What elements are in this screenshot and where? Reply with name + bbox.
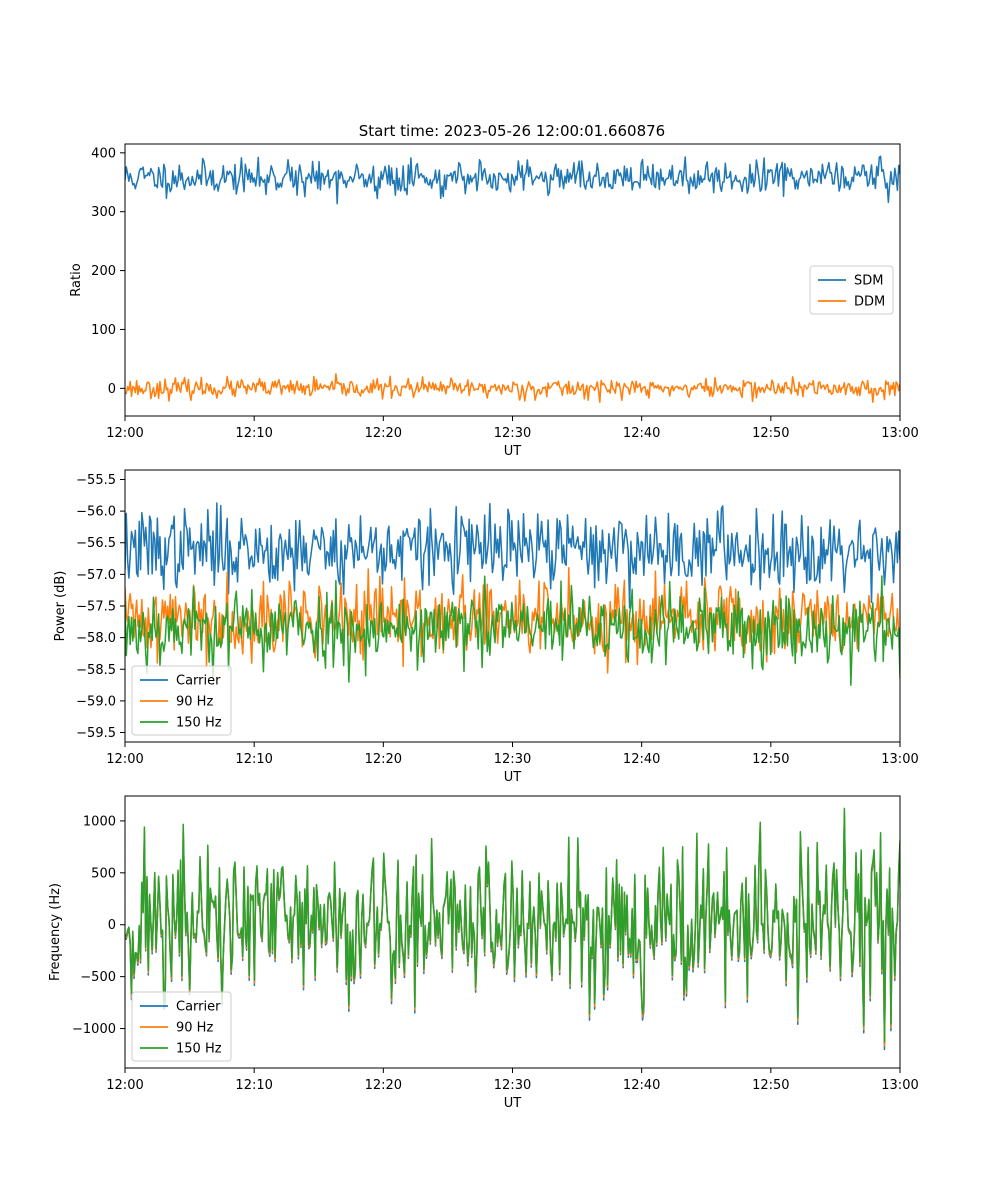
- series-line-ddm: [125, 373, 900, 404]
- x-tick-label: 13:00: [881, 1078, 918, 1093]
- ratio-series-lines: [125, 155, 900, 404]
- power-y-axis-label: Power (dB): [53, 571, 68, 642]
- series-line-sdm: [125, 155, 900, 205]
- legend-label: 90 Hz: [176, 695, 213, 710]
- x-tick-label: 12:00: [106, 1078, 143, 1093]
- ratio-x-axis-label: UT: [504, 444, 522, 459]
- y-tick-label: −59.0: [76, 694, 116, 709]
- power-panel: 12:00 12:10 12:20 12:30 12:40 12:50 13:00 −59.…: [53, 469, 919, 785]
- legend-box: [809, 265, 894, 315]
- y-tick-label: −500: [80, 970, 116, 985]
- y-tick-label: −56.0: [76, 505, 116, 520]
- x-tick-label: 12:50: [752, 426, 789, 441]
- y-tick-label: −56.5: [76, 536, 116, 551]
- y-tick-label: 100: [91, 323, 116, 338]
- power-y-ticks: −59.5 −59.0 −58.5 −58.0 −57.5 −57.0 −56.5 −56.0…: [76, 473, 125, 741]
- y-tick-label: 0: [108, 918, 116, 933]
- series-line-carrier: [125, 502, 900, 609]
- y-tick-label: 200: [91, 264, 116, 279]
- x-tick-label: 12:30: [494, 426, 531, 441]
- legend-label: SDM: [854, 274, 883, 289]
- x-tick-label: 12:10: [235, 426, 272, 441]
- x-tick-label: 12:40: [623, 1078, 660, 1093]
- series-line-150-hz: [125, 807, 900, 1043]
- y-tick-label: −1000: [72, 1022, 116, 1037]
- y-tick-label: −58.5: [76, 663, 116, 678]
- x-tick-label: 13:00: [881, 426, 918, 441]
- x-tick-label: 12:30: [494, 1078, 531, 1093]
- ratio-y-axis-label: Ratio: [69, 263, 84, 296]
- ratio-x-ticks: 12:00 12:10 12:20 12:30 12:40 12:50 13:00: [106, 416, 919, 441]
- power-x-axis-label: UT: [504, 770, 522, 785]
- frequency-x-ticks: 12:00 12:10 12:20 12:30 12:40 12:50 13:00: [106, 1068, 919, 1093]
- power-legend: Carrier 90 Hz 150 Hz: [131, 665, 232, 736]
- frequency-series-lines: [125, 807, 900, 1051]
- x-tick-label: 12:40: [623, 752, 660, 767]
- legend-label: Carrier: [176, 674, 221, 689]
- y-tick-label: 1000: [83, 814, 116, 829]
- x-tick-label: 12:00: [106, 752, 143, 767]
- power-x-ticks: 12:00 12:10 12:20 12:30 12:40 12:50 13:00: [106, 742, 919, 767]
- x-tick-label: 12:20: [365, 1078, 402, 1093]
- y-tick-label: −57.0: [76, 568, 116, 583]
- x-tick-label: 12:50: [752, 1078, 789, 1093]
- power-series-lines: [125, 502, 900, 686]
- legend-label: Carrier: [176, 1000, 221, 1015]
- chart-title: Start time: 2023-05-26 12:00:01.660876: [359, 122, 665, 140]
- frequency-panel: 12:00 12:10 12:20 12:30 12:40 12:50 13:00 −100…: [48, 795, 919, 1111]
- frequency-y-axis-label: Frequency (Hz): [48, 883, 63, 981]
- x-tick-label: 13:00: [881, 752, 918, 767]
- ratio-y-ticks: 0 100 200 300 400: [91, 146, 125, 397]
- legend-label: 150 Hz: [176, 716, 222, 731]
- y-tick-label: −57.5: [76, 600, 116, 615]
- y-tick-label: −59.5: [76, 726, 116, 741]
- ratio-legend: SDM DDM: [809, 265, 894, 315]
- x-tick-label: 12:10: [235, 752, 272, 767]
- x-tick-label: 12:20: [365, 752, 402, 767]
- x-tick-label: 12:40: [623, 426, 660, 441]
- legend-box: [131, 665, 232, 736]
- frequency-y-ticks: −1000 −500 0 500 1000: [72, 814, 125, 1037]
- legend-label: DDM: [854, 295, 885, 310]
- x-tick-label: 12:20: [365, 426, 402, 441]
- x-tick-label: 12:50: [752, 752, 789, 767]
- x-tick-label: 12:10: [235, 1078, 272, 1093]
- y-tick-label: 500: [91, 866, 116, 881]
- y-tick-label: −58.0: [76, 631, 116, 646]
- x-tick-label: 12:30: [494, 752, 531, 767]
- y-tick-label: −55.5: [76, 473, 116, 488]
- legend-box: [131, 991, 232, 1062]
- y-tick-label: 400: [91, 146, 116, 161]
- x-tick-label: 12:00: [106, 426, 143, 441]
- series-line-150-hz: [125, 575, 900, 686]
- frequency-x-axis-label: UT: [504, 1096, 522, 1111]
- legend-label: 90 Hz: [176, 1021, 213, 1036]
- y-tick-label: 0: [108, 382, 116, 397]
- y-tick-label: 300: [91, 205, 116, 220]
- legend-label: 150 Hz: [176, 1042, 222, 1057]
- ratio-panel: 12:00 12:10 12:20 12:30 12:40 12:50 13:00 0 100…: [69, 143, 919, 459]
- frequency-legend: Carrier 90 Hz 150 Hz: [131, 991, 232, 1062]
